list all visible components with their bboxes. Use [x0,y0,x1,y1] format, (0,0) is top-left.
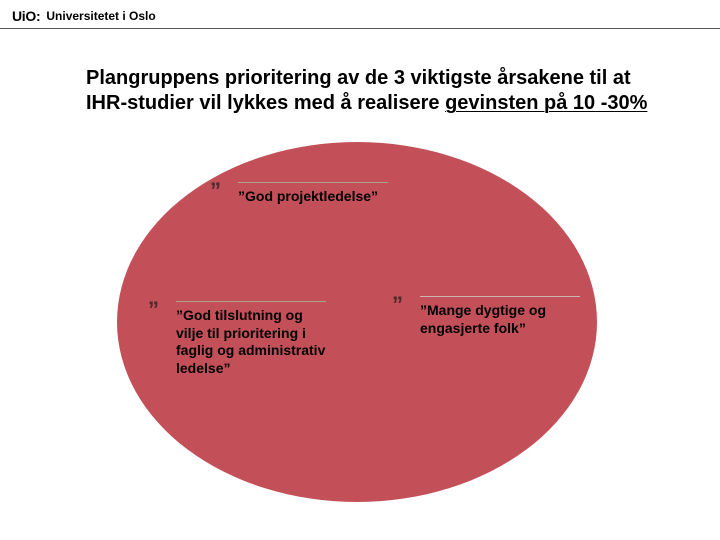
header-divider [0,28,720,29]
quote-mark-icon: ” [210,180,221,202]
quote-rule [176,301,326,302]
quote-rule [420,296,580,297]
slide-title: Plangruppens prioritering av de 3 viktig… [86,66,656,116]
brand-logo-text: UiO: [12,8,40,24]
quote-mark-icon: ” [148,299,159,321]
brand-university: Universitetet i Oslo [46,9,155,23]
quote-text: ”God projektledelse” [238,188,388,206]
quote-mark-icon: ” [392,294,403,316]
quote-rule [238,182,388,183]
quote-text: ”Mange dygtige og engasjerte folk” [420,302,580,337]
title-underlined: gevinsten på 10 -30% [445,92,647,114]
quote-text: ”God tilslutning og vilje til prioriteri… [176,307,326,377]
brand-header: UiO: Universitetet i Oslo [12,8,156,24]
